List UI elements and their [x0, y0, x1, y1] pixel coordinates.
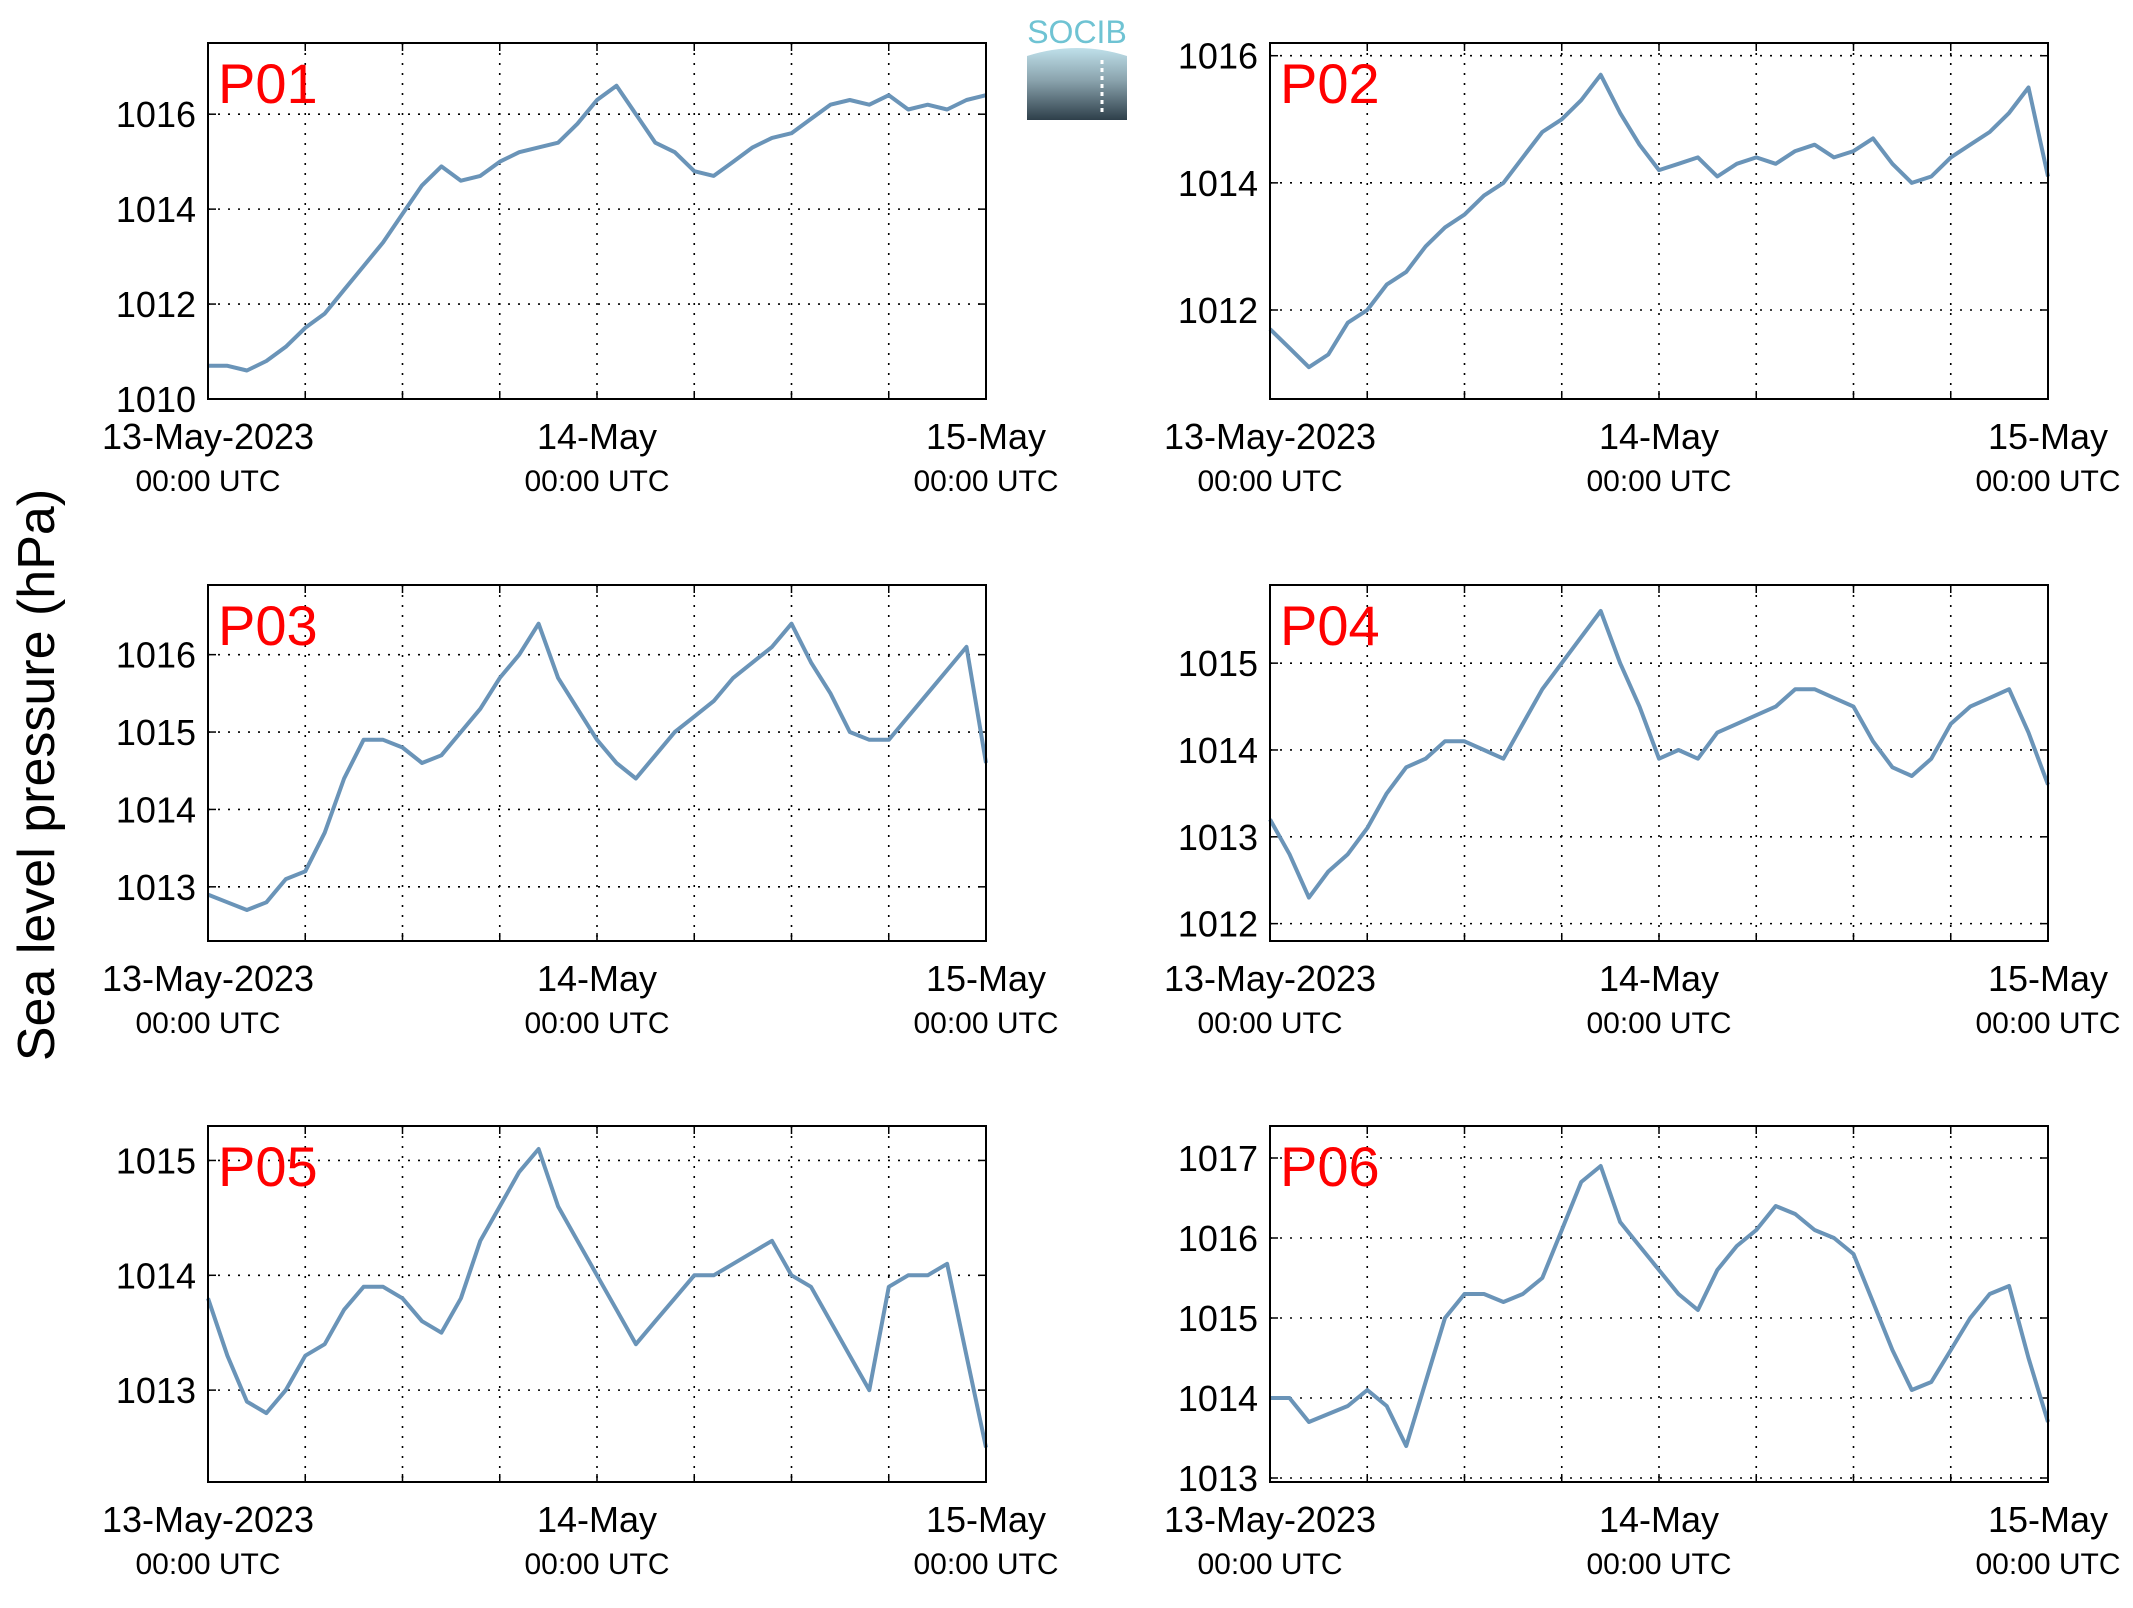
x-tick-label-date: 13-May-2023	[1164, 1499, 1376, 1540]
panel-label: P02	[1280, 52, 1380, 115]
y-axis-label: Sea level pressure (hPa)	[8, 489, 66, 1061]
y-tick-label: 1014	[116, 789, 196, 830]
chart-panel-p02: 1012 1014 1016 13-May-2023 00:00 UTC 14-May 00…	[1164, 36, 2121, 498]
logo-text: SOCIB	[1027, 14, 1127, 50]
x-tick-label-time: 00:00 UTC	[913, 1548, 1058, 1581]
x-tick-label-time: 00:00 UTC	[135, 465, 280, 498]
x-tick-label-date: 15-May	[926, 416, 1046, 457]
y-tick-label: 1015	[1178, 1298, 1258, 1339]
axes-frame	[207, 1125, 987, 1483]
axes-frame	[1269, 584, 2049, 942]
y-tick-label: 1012	[1178, 290, 1258, 331]
x-tick-label-time: 00:00 UTC	[524, 1007, 669, 1040]
y-tick-label: 1012	[116, 284, 196, 325]
x-tick-label-date: 15-May	[1988, 416, 2108, 457]
y-tick-label: 1016	[1178, 36, 1258, 77]
chart-panel-p06: 1013 1014 1015 1016 1017 13-May-2023 00:00 UTC…	[1164, 1125, 2121, 1581]
x-tick-label-time: 00:00 UTC	[135, 1548, 280, 1581]
x-tick-label-time: 00:00 UTC	[135, 1007, 280, 1040]
axes-frame	[207, 42, 987, 400]
y-tick-label: 1014	[1178, 1378, 1258, 1419]
x-tick-label-date: 14-May	[537, 958, 657, 999]
x-tick-label-date: 15-May	[1988, 958, 2108, 999]
panel-label: P04	[1280, 594, 1380, 657]
series-line-p01	[208, 83, 987, 373]
socib-logo: SOCIB	[1027, 14, 1127, 120]
x-tick-label-time: 00:00 UTC	[1586, 465, 1731, 498]
y-tick-label: 1016	[116, 635, 196, 676]
x-tick-label-time: 00:00 UTC	[524, 465, 669, 498]
series-line-p02	[1268, 72, 2050, 370]
y-tick-label: 1015	[116, 1140, 196, 1181]
y-tick-label: 1013	[116, 867, 196, 908]
axes-frame	[1269, 42, 2049, 400]
y-tick-label: 1012	[1178, 904, 1258, 945]
x-tick-label-date: 13-May-2023	[102, 958, 314, 999]
series-line-p05	[206, 1147, 988, 1448]
x-tick-label-date: 13-May-2023	[102, 1499, 314, 1540]
chart-panel-p04: 1012 1013 1014 1015 13-May-2023 00:00 UTC 14-M…	[1164, 584, 2121, 1040]
x-tick-label-date: 13-May-2023	[1164, 416, 1376, 457]
y-tick-label: 1013	[1178, 817, 1258, 858]
axes-frame	[1269, 1125, 2049, 1483]
y-tick-label: 1016	[116, 94, 196, 135]
panel-label: P03	[218, 594, 318, 657]
y-tick-label: 1013	[1178, 1458, 1258, 1499]
x-tick-label-date: 15-May	[926, 1499, 1046, 1540]
panel-label: P05	[218, 1135, 318, 1198]
y-tick-label: 1010	[116, 379, 196, 420]
y-tick-label: 1014	[1178, 163, 1258, 204]
x-tick-label-time: 00:00 UTC	[1975, 465, 2120, 498]
x-tick-label-time: 00:00 UTC	[1197, 1007, 1342, 1040]
chart-panel-p01: 1010 1012 1014 1016 13-May-2023 00:00 UTC 14-M…	[102, 42, 1059, 498]
x-tick-label-time: 00:00 UTC	[1975, 1548, 2120, 1581]
x-tick-label-time: 00:00 UTC	[1197, 1548, 1342, 1581]
y-tick-label: 1014	[116, 1255, 196, 1296]
x-tick-label-date: 14-May	[537, 1499, 657, 1540]
chart-panel-p03: 1013 1014 1015 1016 13-May-2023 00:00 UTC 14-M…	[102, 584, 1059, 1040]
y-tick-label: 1015	[1178, 643, 1258, 684]
x-tick-label-date: 14-May	[1599, 416, 1719, 457]
axes-frame	[207, 584, 987, 942]
y-tick-label: 1014	[116, 189, 196, 230]
x-tick-label-time: 00:00 UTC	[524, 1548, 669, 1581]
x-tick-label-date: 14-May	[537, 416, 657, 457]
x-tick-label-time: 00:00 UTC	[1975, 1007, 2120, 1040]
x-tick-label-time: 00:00 UTC	[913, 1007, 1058, 1040]
x-tick-label-date: 14-May	[1599, 1499, 1719, 1540]
y-tick-label: 1016	[1178, 1218, 1258, 1259]
x-tick-label-date: 13-May-2023	[102, 416, 314, 457]
x-tick-label-time: 00:00 UTC	[1197, 465, 1342, 498]
panel-label: P01	[218, 52, 318, 115]
x-tick-label-time: 00:00 UTC	[1586, 1007, 1731, 1040]
y-tick-label: 1017	[1178, 1138, 1258, 1179]
x-tick-label-date: 13-May-2023	[1164, 958, 1376, 999]
series-line-p06	[1270, 1164, 2050, 1448]
panel-label: P06	[1280, 1135, 1380, 1198]
x-tick-label-time: 00:00 UTC	[913, 465, 1058, 498]
x-tick-label-date: 15-May	[926, 958, 1046, 999]
x-tick-label-date: 14-May	[1599, 958, 1719, 999]
y-tick-label: 1013	[116, 1370, 196, 1411]
y-tick-label: 1015	[116, 712, 196, 753]
x-tick-label-time: 00:00 UTC	[1586, 1548, 1731, 1581]
y-tick-label: 1014	[1178, 730, 1258, 771]
series-line-p03	[207, 621, 988, 912]
x-tick-label-date: 15-May	[1988, 1499, 2108, 1540]
chart-panel-p05: 1013 1014 1015 13-May-2023 00:00 UTC 14-May 00…	[102, 1125, 1059, 1581]
series-line-p04	[1268, 609, 2050, 900]
